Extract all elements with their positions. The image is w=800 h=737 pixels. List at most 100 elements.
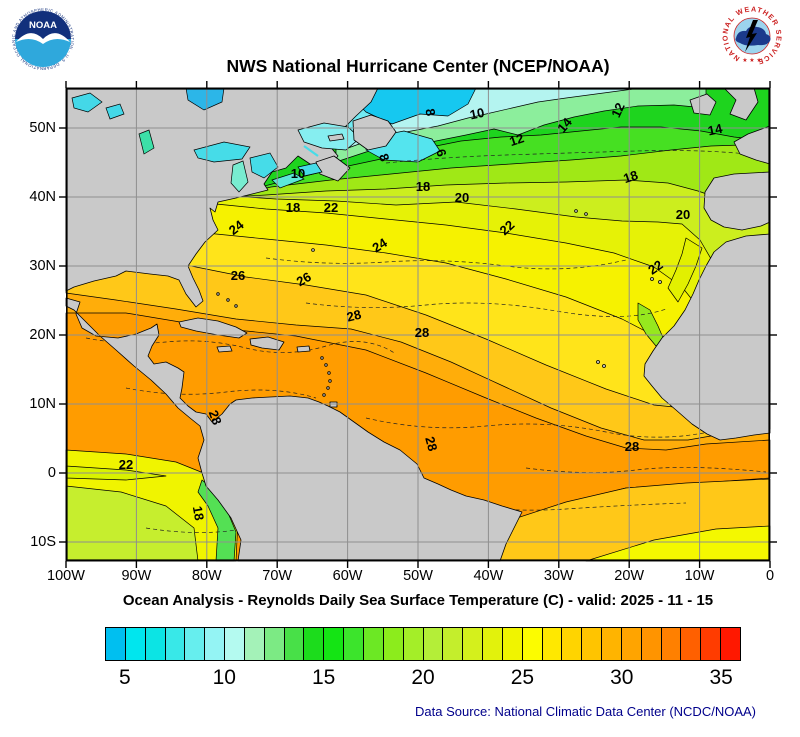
contour-label: 28 bbox=[625, 439, 639, 454]
colorbar-cell bbox=[363, 628, 384, 660]
colorbar-cell bbox=[502, 628, 523, 660]
lon-label: 30W bbox=[543, 568, 574, 584]
anticosti bbox=[327, 133, 345, 142]
lon-label: 80W bbox=[191, 568, 222, 584]
ireland bbox=[689, 93, 717, 116]
colorbar-tick: 15 bbox=[311, 666, 336, 689]
colorbar-tick: 35 bbox=[709, 666, 733, 689]
colorbar-cell bbox=[681, 628, 702, 660]
colorbar-cell bbox=[602, 628, 622, 660]
colorbar-cell bbox=[463, 628, 484, 660]
colorbar-cell bbox=[205, 628, 226, 660]
contour-label: 10 bbox=[291, 166, 305, 181]
lon-label: 0 bbox=[765, 568, 775, 584]
colorbar-tick: 25 bbox=[510, 666, 535, 689]
africa bbox=[643, 233, 771, 441]
contour-label: 8 bbox=[422, 107, 438, 117]
nws-stars: ★ ★ ★ bbox=[742, 57, 761, 64]
contour-label: 12 bbox=[507, 130, 525, 149]
contour-label: 22 bbox=[119, 457, 133, 472]
contour-label: 26 bbox=[294, 269, 314, 289]
lake-michigan bbox=[230, 160, 249, 193]
contour-label: 18 bbox=[190, 505, 207, 522]
lon-label: 90W bbox=[121, 568, 152, 584]
colorbar-cell bbox=[244, 628, 265, 660]
map-frame bbox=[66, 88, 771, 561]
colorbar-tick: 10 bbox=[212, 666, 236, 689]
temperature-colorbar bbox=[105, 627, 741, 661]
lon-label: 70W bbox=[262, 568, 293, 584]
lat-label: 10N bbox=[29, 396, 56, 412]
jamaica bbox=[216, 345, 233, 353]
lat-label: 50N bbox=[29, 120, 56, 136]
noaa-gull-shape bbox=[16, 33, 70, 44]
lake-superior bbox=[193, 141, 251, 163]
colorbar-cell bbox=[383, 628, 404, 660]
lake-huron bbox=[249, 152, 279, 179]
colorbar-cell bbox=[264, 628, 285, 660]
colorbar-cell bbox=[483, 628, 503, 660]
colorbar-tick: 5 bbox=[119, 666, 131, 689]
lon-label: 60W bbox=[332, 568, 363, 584]
colorbar-cell bbox=[443, 628, 464, 660]
lon-label: 100W bbox=[47, 568, 85, 584]
iberia bbox=[703, 171, 771, 231]
contour-label: 20 bbox=[676, 207, 690, 222]
lake-ontario bbox=[297, 162, 323, 177]
lon-label: 50W bbox=[403, 568, 433, 584]
lat-label: 40N bbox=[29, 189, 56, 205]
newfoundland bbox=[352, 114, 397, 151]
colorbar-cell bbox=[145, 628, 166, 660]
contour-label: 28 bbox=[206, 408, 225, 427]
colorbar-cell bbox=[284, 628, 305, 660]
colorbar-tick: 20 bbox=[411, 666, 435, 689]
data-source-note: Data Source: National Climatic Data Cent… bbox=[415, 704, 756, 719]
contour-label: 10 bbox=[468, 105, 485, 123]
page-title: NWS National Hurricane Center (NCEP/NOAA… bbox=[226, 56, 610, 76]
lat-label: 10S bbox=[30, 534, 56, 550]
frame-ticks bbox=[59, 81, 777, 568]
noaa-logo-icon: NATIONAL OCEANIC AND ATMOSPHERIC ADMINIS… bbox=[10, 6, 76, 72]
colorbar-cell bbox=[721, 628, 740, 660]
hispaniola bbox=[249, 336, 285, 351]
lon-label: 10W bbox=[684, 568, 715, 584]
contour-label: 26 bbox=[231, 268, 245, 283]
contour-label: 28 bbox=[415, 325, 429, 340]
nw-lake-2 bbox=[105, 103, 125, 120]
lon-label: 20W bbox=[614, 568, 645, 584]
sst-map: 8 10 12 14 12 14 8 6 10 18 20 18 18 22 24 22 20 24 26 26 22 2… bbox=[59, 81, 777, 568]
contour-label: 12 bbox=[608, 100, 628, 119]
colorbar-cell bbox=[542, 628, 563, 660]
colorbar-cell bbox=[522, 628, 543, 660]
colorbar-cell bbox=[562, 628, 583, 660]
contour-label: 28 bbox=[422, 435, 440, 453]
lat-label: 20N bbox=[29, 327, 56, 343]
colorbar-cell bbox=[423, 628, 444, 660]
colorbar-tick: 30 bbox=[610, 666, 634, 689]
bermuda bbox=[311, 248, 315, 252]
map-caption: Ocean Analysis - Reynolds Daily Sea Surf… bbox=[122, 592, 714, 609]
lake-winnipeg bbox=[138, 129, 155, 155]
inland-water bbox=[71, 87, 323, 193]
colorbar-cell bbox=[582, 628, 603, 660]
contour-label: 8 bbox=[376, 151, 393, 163]
grid-lines bbox=[66, 88, 770, 561]
contour-label: 22 bbox=[324, 200, 338, 215]
contour-label: 20 bbox=[455, 190, 469, 205]
contour-label: 18 bbox=[621, 167, 639, 186]
canary-islands bbox=[650, 277, 662, 284]
contour-label: 18 bbox=[286, 200, 300, 215]
lat-label: 0 bbox=[47, 465, 56, 481]
colorbar-cell bbox=[344, 628, 364, 660]
nw-lake-1 bbox=[71, 92, 103, 113]
noaa-logo-label: NOAA bbox=[29, 20, 57, 31]
colorbar-cell bbox=[621, 628, 642, 660]
contour-label: 22 bbox=[645, 257, 665, 278]
nws-logo-icon: NATIONAL WEATHER SERVICE ★ ★ ★ bbox=[720, 4, 783, 67]
puerto-rico bbox=[296, 345, 311, 353]
colorbar-cell bbox=[324, 628, 345, 660]
cape-verde bbox=[596, 360, 606, 368]
st-lawrence-river bbox=[303, 145, 319, 157]
